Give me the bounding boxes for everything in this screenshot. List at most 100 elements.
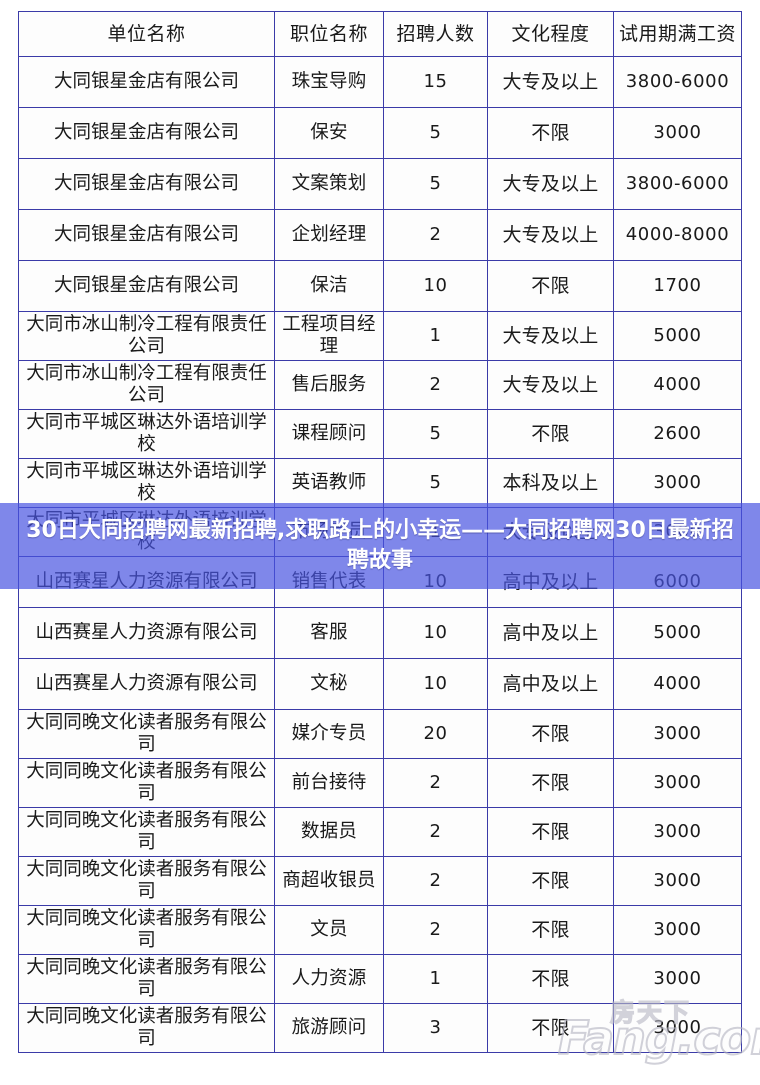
cell-position: 商超收银员 [274,856,384,906]
cell-company: 大同同晚文化读者服务有限公司 [18,905,275,955]
cell-education: 大专及以上 [487,507,614,557]
table-row: 山西赛星人力资源有限公司 销售代表 10 高中及以上 6000 [18,556,742,608]
cell-education: 大专及以上 [487,56,614,108]
cell-company: 大同市冰山制冷工程有限责任公司 [18,360,275,410]
cell-position: 英语教师 [274,458,384,508]
cell-education: 不限 [487,758,614,808]
cell-company: 大同市平城区琳达外语培训学校 [18,458,275,508]
cell-company: 大同银星金店有限公司 [18,260,275,312]
table-row: 大同银星金店有限公司 保洁 10 不限 1700 [18,260,742,312]
cell-company: 山西赛星人力资源有限公司 [18,658,275,710]
table-row: 大同同晚文化读者服务有限公司 数据员 2 不限 3000 [18,807,742,857]
cell-count: 2 [383,807,488,857]
cell-salary: 3000 [613,758,742,808]
recruitment-table: 单位名称 职位名称 招聘人数 文化程度 试用期满工资 大同银星金店有限公司 珠宝导… [18,11,742,1053]
cell-education: 大专及以上 [487,311,614,361]
cell-education: 不限 [487,1003,614,1053]
cell-company: 大同同晚文化读者服务有限公司 [18,758,275,808]
cell-salary: 3000 [613,807,742,857]
cell-company: 大同市冰山制冷工程有限责任公司 [18,311,275,361]
cell-count: 15 [383,56,488,108]
table-body: 大同银星金店有限公司 珠宝导购 15 大专及以上 3800-6000 大同银星金店有限公司… [18,56,742,1053]
cell-position: 客服 [274,607,384,659]
cell-salary: 3000 [613,856,742,906]
cell-salary: 2600 [613,409,742,459]
cell-education: 不限 [487,409,614,459]
column-header-salary: 试用期满工资 [613,11,742,57]
table-header: 单位名称 职位名称 招聘人数 文化程度 试用期满工资 [18,11,742,57]
cell-company: 大同同晚文化读者服务有限公司 [18,954,275,1004]
cell-count: 2 [383,209,488,261]
cell-count: 2 [383,360,488,410]
column-header-company: 单位名称 [18,11,275,57]
table-header-row: 单位名称 职位名称 招聘人数 文化程度 试用期满工资 [18,11,742,57]
cell-salary: 3800-6000 [613,56,742,108]
table-row: 大同市平城区琳达外语培训学校 英语教师 5 本科及以上 3000 [18,458,742,508]
cell-position: 售后服务 [274,360,384,410]
table-row: 大同银星金店有限公司 珠宝导购 15 大专及以上 3800-6000 [18,56,742,108]
cell-count: 10 [383,658,488,710]
cell-education: 本科及以上 [487,458,614,508]
cell-position: 珠宝导购 [274,56,384,108]
cell-education: 不限 [487,107,614,159]
cell-salary: 5000 [613,607,742,659]
cell-education: 大专及以上 [487,158,614,210]
cell-salary: 4000 [613,360,742,410]
table-row: 大同市冰山制冷工程有限责任公司 工程项目经理 1 大专及以上 5000 [18,311,742,361]
table-row: 山西赛星人力资源有限公司 客服 10 高中及以上 5000 [18,607,742,659]
cell-count: 10 [383,556,488,608]
cell-education: 大专及以上 [487,209,614,261]
cell-salary: 6000 [613,556,742,608]
cell-salary: 4000-8000 [613,209,742,261]
cell-salary: 3000 [613,458,742,508]
cell-count: 1 [383,507,488,557]
cell-company: 山西赛星人力资源有限公司 [18,607,275,659]
cell-position: 媒介专员 [274,709,384,759]
cell-education: 不限 [487,954,614,1004]
cell-count: 2 [383,905,488,955]
table-row: 大同同晚文化读者服务有限公司 前台接待 2 不限 3000 [18,758,742,808]
cell-salary: 3000 [613,954,742,1004]
cell-education: 不限 [487,709,614,759]
cell-count: 5 [383,458,488,508]
table-row: 大同市平城区琳达外语培训学校 市场专员 1 大专及以上 3000 [18,507,742,557]
cell-education: 不限 [487,260,614,312]
cell-salary: 3000 [613,709,742,759]
cell-salary: 3000 [613,107,742,159]
cell-education: 高中及以上 [487,658,614,710]
cell-education: 高中及以上 [487,607,614,659]
table-row: 大同同晚文化读者服务有限公司 旅游顾问 3 不限 3000 [18,1003,742,1053]
table-row: 大同银星金店有限公司 文案策划 5 大专及以上 3800-6000 [18,158,742,210]
cell-position: 销售代表 [274,556,384,608]
cell-count: 1 [383,311,488,361]
cell-position: 工程项目经理 [274,311,384,361]
cell-salary: 3000 [613,1003,742,1053]
cell-position: 前台接待 [274,758,384,808]
cell-education: 高中及以上 [487,556,614,608]
cell-position: 数据员 [274,807,384,857]
cell-count: 5 [383,107,488,159]
cell-company: 山西赛星人力资源有限公司 [18,556,275,608]
cell-count: 1 [383,954,488,1004]
recruitment-table-container: 单位名称 职位名称 招聘人数 文化程度 试用期满工资 大同银星金店有限公司 珠宝导… [18,11,742,1053]
cell-position: 文案策划 [274,158,384,210]
cell-salary: 3000 [613,905,742,955]
cell-company: 大同同晚文化读者服务有限公司 [18,807,275,857]
table-row: 山西赛星人力资源有限公司 文秘 10 高中及以上 4000 [18,658,742,710]
cell-company: 大同银星金店有限公司 [18,158,275,210]
cell-salary: 4000 [613,658,742,710]
cell-position: 课程顾问 [274,409,384,459]
cell-company: 大同市平城区琳达外语培训学校 [18,409,275,459]
cell-education: 不限 [487,856,614,906]
table-row: 大同同晚文化读者服务有限公司 文员 2 不限 3000 [18,905,742,955]
cell-count: 2 [383,856,488,906]
column-header-count: 招聘人数 [383,11,488,57]
cell-count: 20 [383,709,488,759]
cell-count: 10 [383,260,488,312]
table-row: 大同市平城区琳达外语培训学校 课程顾问 5 不限 2600 [18,409,742,459]
cell-position: 文秘 [274,658,384,710]
cell-count: 2 [383,758,488,808]
cell-position: 人力资源 [274,954,384,1004]
cell-position: 保安 [274,107,384,159]
